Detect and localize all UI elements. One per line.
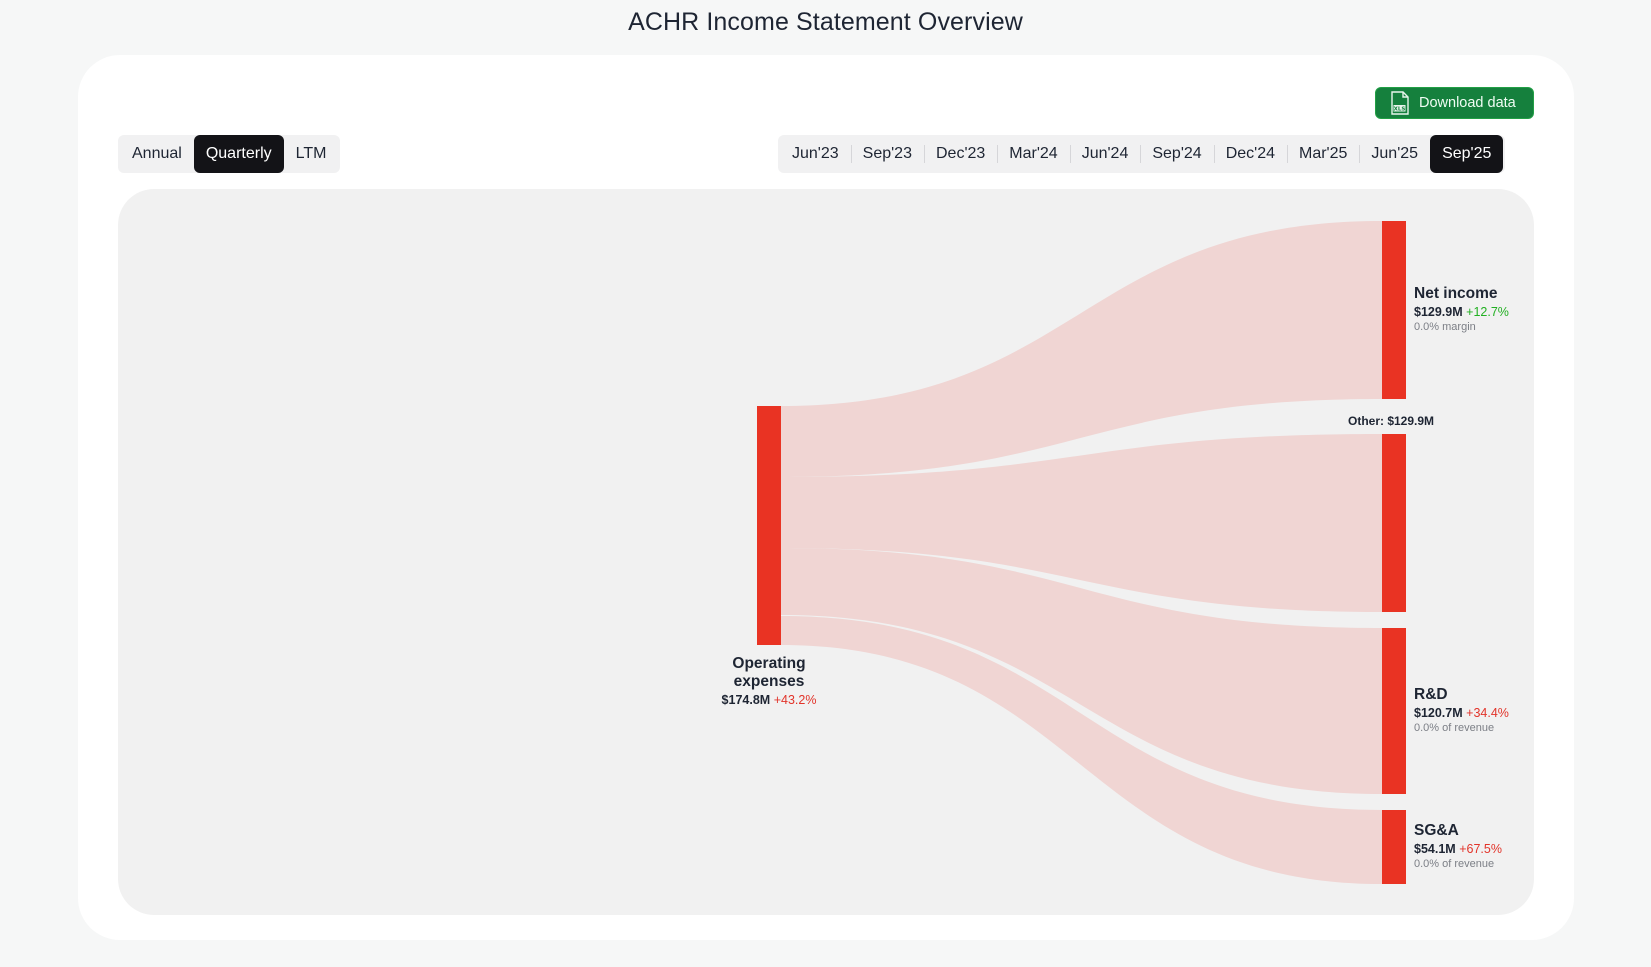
net-income-value: $129.9M xyxy=(1414,305,1463,319)
opex-value: $174.8M xyxy=(721,693,771,707)
tab-ltm[interactable]: LTM xyxy=(295,145,327,162)
opex-change: +43.2% xyxy=(773,693,817,707)
node-rnd[interactable] xyxy=(1382,628,1406,794)
period-type-toggle: Annual Quarterly LTM xyxy=(118,135,341,173)
sga-name: SG&A xyxy=(1414,822,1459,839)
xls-file-icon: XLS xyxy=(1391,91,1409,115)
download-label: Download data xyxy=(1419,95,1516,111)
label-operating-expenses: Operating expenses $174.8M +43.2% xyxy=(700,655,838,707)
period-mar25[interactable]: Mar'25 xyxy=(1287,135,1359,173)
net-income-name: Net income xyxy=(1414,285,1498,302)
node-net-income[interactable] xyxy=(1382,221,1406,399)
sga-change: +67.5% xyxy=(1459,842,1502,856)
tab-annual[interactable]: Annual xyxy=(132,145,182,162)
rnd-change: +34.4% xyxy=(1466,706,1509,720)
rnd-name: R&D xyxy=(1414,686,1448,703)
period-dec23[interactable]: Dec'23 xyxy=(923,135,997,173)
rnd-revenue-share: 0.0% of revenue xyxy=(1414,722,1495,734)
node-sga[interactable] xyxy=(1382,810,1406,884)
period-jun23[interactable]: Jun'23 xyxy=(792,145,839,162)
rnd-value: $120.7M xyxy=(1414,706,1463,720)
link-opex-net-income[interactable] xyxy=(781,221,1382,477)
node-other[interactable] xyxy=(1382,434,1406,612)
svg-text:XLS: XLS xyxy=(1394,106,1406,112)
page-title: ACHR Income Statement Overview xyxy=(628,8,1023,36)
period-sep23[interactable]: Sep'23 xyxy=(850,135,924,173)
download-data-button[interactable]: XLS Download data xyxy=(1375,87,1534,119)
period-mar24[interactable]: Mar'24 xyxy=(997,135,1069,173)
period-selector: Jun'23 Sep'23 Dec'23 Mar'24 Jun'24 Sep'2… xyxy=(778,135,1506,173)
sga-revenue-share: 0.0% of revenue xyxy=(1414,858,1495,870)
opex-name-line1: Operating xyxy=(732,655,806,672)
label-rnd: R&D $120.7M +34.4% 0.0% of revenue xyxy=(1414,686,1509,734)
link-opex-other[interactable] xyxy=(781,434,1382,612)
sga-value: $54.1M xyxy=(1414,842,1456,856)
tab-quarterly[interactable]: Quarterly xyxy=(193,135,284,173)
label-net-income: Net income $129.9M +12.7% 0.0% margin xyxy=(1414,285,1509,333)
net-income-margin: 0.0% margin xyxy=(1414,321,1476,333)
node-operating-expenses[interactable] xyxy=(757,406,781,645)
period-jun24[interactable]: Jun'24 xyxy=(1069,135,1141,173)
net-income-change: +12.7% xyxy=(1466,305,1509,319)
period-dec24[interactable]: Dec'24 xyxy=(1213,135,1287,173)
period-jun25[interactable]: Jun'25 xyxy=(1359,135,1430,173)
period-sep24[interactable]: Sep'24 xyxy=(1140,135,1213,173)
link-opex-rnd[interactable] xyxy=(781,548,1382,794)
link-opex-sga[interactable] xyxy=(781,616,1382,884)
opex-name-line2: expenses xyxy=(733,673,805,690)
label-other: Other: $129.9M xyxy=(1348,414,1435,428)
label-sga: SG&A $54.1M +67.5% 0.0% of revenue xyxy=(1414,822,1502,870)
period-sep25[interactable]: Sep'25 xyxy=(1430,135,1504,173)
